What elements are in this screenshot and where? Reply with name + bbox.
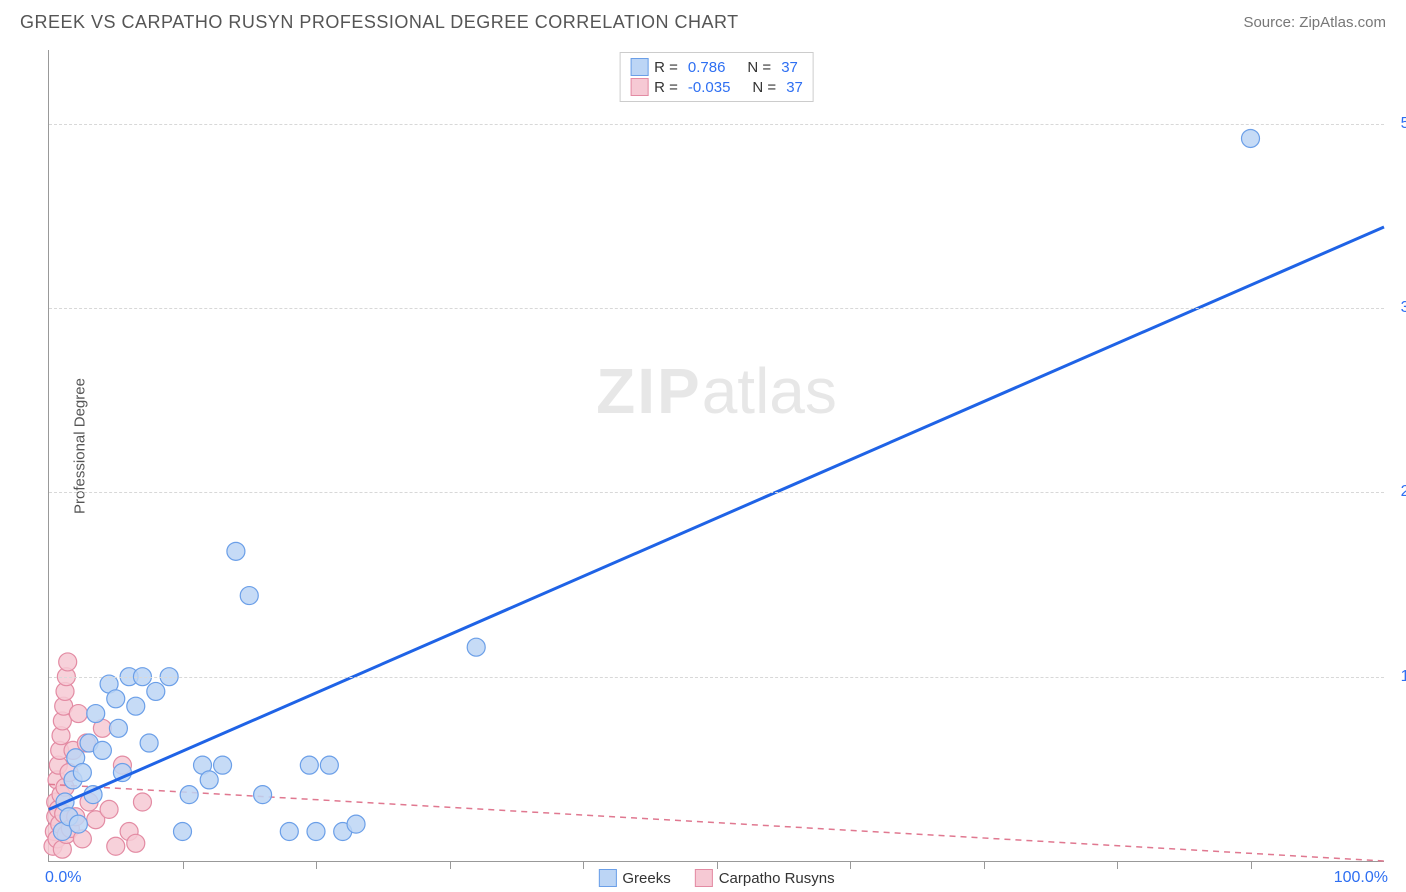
legend-item-greeks: Greeks [598,869,670,887]
chart-source: Source: ZipAtlas.com [1243,14,1386,31]
y-tick-label: 12.5% [1401,668,1406,686]
r-label: R = [654,79,678,96]
series-legend: Greeks Carpatho Rusyns [598,869,834,887]
r-value-1: 0.786 [688,59,726,76]
correlation-row-2: R = -0.035 N = 37 [630,77,803,97]
legend-swatch-greeks [598,869,616,887]
chart-area: ZIPatlas R = 0.786 N = 37 R = -0.035 N =… [48,50,1384,862]
x-axis-max: 100.0% [1334,869,1388,887]
chart-title: GREEK VS CARPATHO RUSYN PROFESSIONAL DEG… [20,12,739,33]
y-tick-label: 50.0% [1401,115,1406,133]
legend-label-greeks: Greeks [622,870,670,887]
legend-label-rusyns: Carpatho Rusyns [719,870,835,887]
swatch-greeks [630,58,648,76]
n-label: N = [752,79,776,96]
swatch-rusyns [630,78,648,96]
n-label: N = [747,59,771,76]
r-label: R = [654,59,678,76]
n-value-1: 37 [781,59,798,76]
r-value-2: -0.035 [688,79,731,96]
n-value-2: 37 [786,79,803,96]
y-tick-label: 25.0% [1401,483,1406,501]
correlation-legend: R = 0.786 N = 37 R = -0.035 N = 37 [619,52,814,102]
correlation-row-1: R = 0.786 N = 37 [630,57,803,77]
plot-svg [49,50,1384,861]
legend-item-rusyns: Carpatho Rusyns [695,869,835,887]
y-tick-label: 37.5% [1401,299,1406,317]
x-axis-min: 0.0% [45,869,81,887]
legend-swatch-rusyns [695,869,713,887]
